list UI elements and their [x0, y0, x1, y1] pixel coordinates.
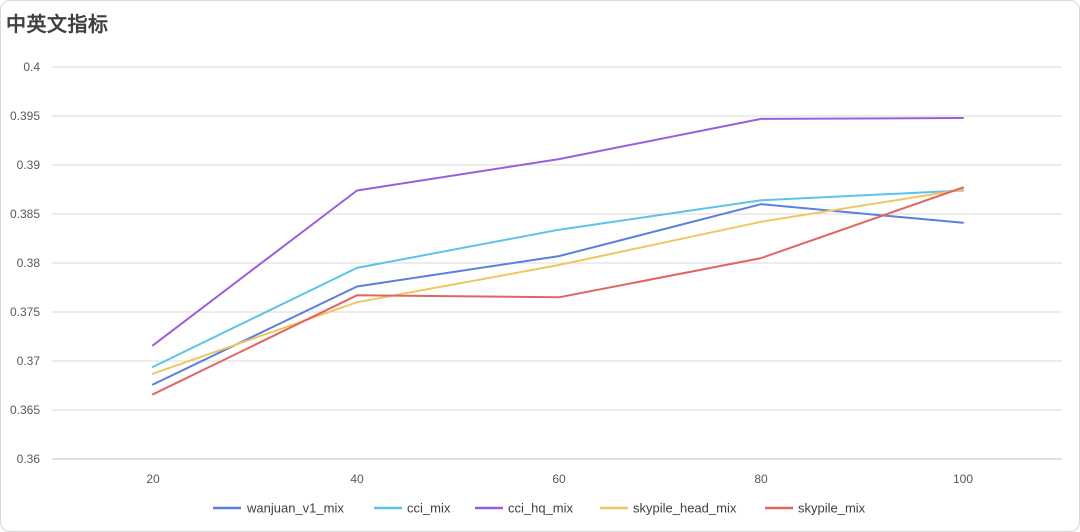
legend-label: skypile_mix: [798, 501, 866, 516]
y-tick-label: 0.37: [17, 354, 41, 368]
y-tick-label: 0.38: [17, 256, 41, 270]
legend-label: wanjuan_v1_mix: [246, 501, 344, 516]
x-tick-label: 20: [146, 472, 160, 486]
y-tick-label: 0.385: [10, 207, 40, 221]
y-tick-label: 0.36: [17, 452, 41, 466]
y-tick-label: 0.4: [23, 60, 40, 74]
x-axis: 20 40 60 80 100: [146, 472, 973, 486]
legend-label: skypile_head_mix: [633, 501, 737, 516]
y-axis: 0.36 0.365 0.37 0.375 0.38 0.385 0.39 0.395 0.4: [10, 60, 40, 466]
series-line-cci-hq-mix: [152, 117, 964, 347]
series-line-skypile-head-mix: [152, 188, 964, 375]
x-tick-label: 80: [754, 472, 768, 486]
legend-label: cci_hq_mix: [508, 501, 574, 516]
series-line-wanjuan-v1-mix: [152, 203, 964, 386]
y-tick-label: 0.39: [17, 158, 41, 172]
legend: wanjuan_v1_mix cci_mix cci_hq_mix skypile_h…: [213, 501, 866, 516]
x-tick-label: 100: [953, 472, 973, 486]
y-tick-label: 0.375: [10, 305, 40, 319]
chart-title: 中英文指标: [6, 12, 109, 36]
y-tick-label: 0.365: [10, 403, 40, 417]
x-tick-label: 40: [350, 472, 364, 486]
series-lines: [152, 117, 964, 396]
legend-label: cci_mix: [407, 501, 451, 516]
series-line-skypile-mix: [152, 186, 964, 396]
series-line-cci-mix: [152, 189, 964, 368]
gridlines: [52, 66, 1062, 460]
y-tick-label: 0.395: [10, 109, 40, 123]
x-tick-label: 60: [552, 472, 566, 486]
